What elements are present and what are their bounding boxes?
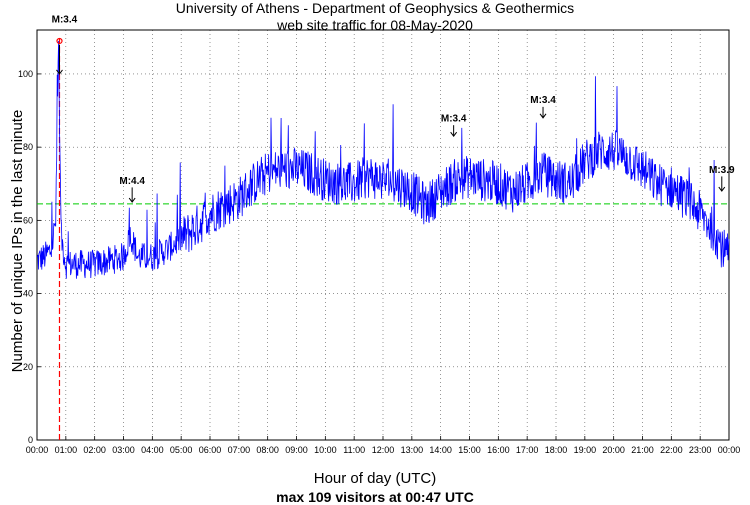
traffic-line-chart: 00:00 01:00 02:00 03:00 04:00 05:00 06:00 07:00… [18,15,741,455]
earthquake-arrow-head [450,131,458,137]
visitors-series-line [36,40,730,279]
max-visitors-note: max 109 visitors at 00:47 UTC [276,489,474,505]
y-tick-label: 0 [28,435,33,445]
x-tick-label: 18:00 [545,445,568,455]
x-tick-label: 04:00 [141,445,164,455]
x-tick-label: 20:00 [602,445,625,455]
x-tick-label: 06:00 [199,445,222,455]
x-tick-label: 14:00 [429,445,452,455]
y-axis-label: Number of unique IPs in the last minute [9,109,26,373]
x-tick-label: 08:00 [256,445,279,455]
y-tick-label: 80 [23,142,33,152]
y-tick-label: 20 [23,362,33,372]
x-tick-label: 07:00 [228,445,251,455]
x-tick-label: 00:00 [718,445,741,455]
x-tick-label: 03:00 [112,445,135,455]
chart-subtitle: web site traffic for 08-May-2020 [277,17,473,33]
x-tick-label: 12:00 [372,445,395,455]
x-tick-label: 16:00 [487,445,510,455]
x-tick-label: 13:00 [401,445,424,455]
x-tick-label: 19:00 [574,445,597,455]
x-tick-label: 11:00 [343,445,365,455]
earthquake-annotation: M:3.4 [441,114,467,125]
earthquake-annotation: M:3.4 [52,15,78,26]
y-tick-label: 40 [23,289,33,299]
x-tick-label: 05:00 [170,445,193,455]
x-axis-label: Hour of day (UTC) [313,470,437,487]
chart-title: University of Athens - Department of Geo… [175,0,575,16]
x-tick-label: 02:00 [83,445,106,455]
y-tick-label: 100 [18,69,33,79]
x-tick-label: 21:00 [631,445,654,455]
earthquake-annotation: M:3.4 [530,95,556,106]
x-tick-label: 17:00 [516,445,539,455]
earthquake-arrow-head [539,113,547,119]
max-point-marker [56,37,63,45]
earthquake-arrow-head [128,197,136,203]
x-tick-label: 23:00 [689,445,712,455]
x-tick-label: 15:00 [458,445,481,455]
x-tick-label: 00:00 [26,445,49,455]
earthquake-annotation: M:4.4 [119,176,145,187]
x-tick-label: 22:00 [660,445,683,455]
earthquake-annotation: M:3.9 [709,165,735,176]
x-tick-label: 09:00 [285,445,308,455]
x-tick-label: 10:00 [314,445,337,455]
x-tick-label: 01:00 [55,445,78,455]
earthquake-arrow-head [56,69,63,75]
earthquake-arrow-head [718,186,726,192]
y-tick-label: 60 [23,215,33,225]
